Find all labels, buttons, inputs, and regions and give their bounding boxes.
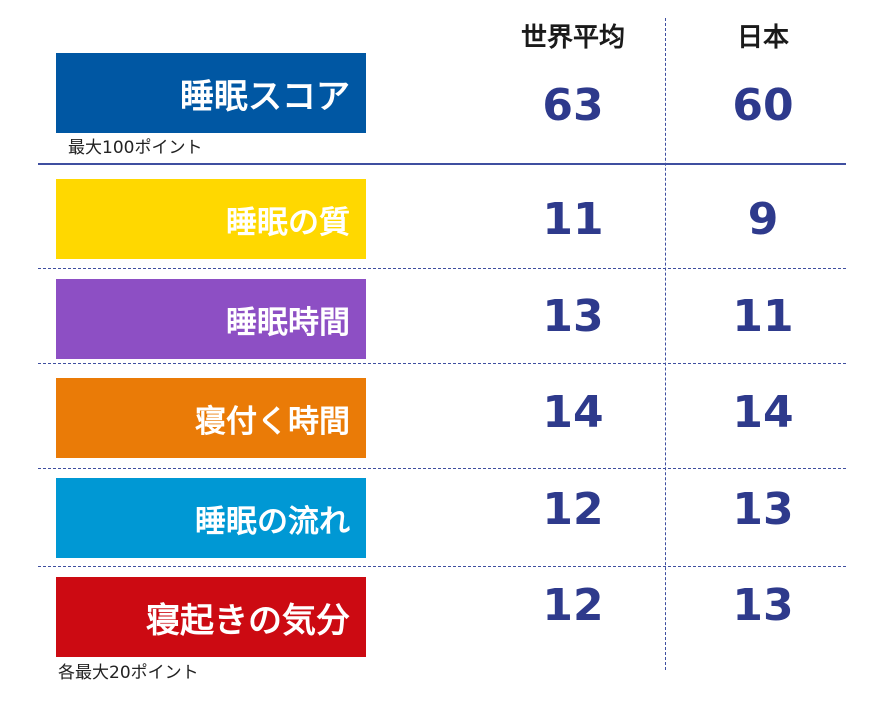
total-japan-value: 60 <box>732 80 794 131</box>
row-divider <box>38 468 846 469</box>
row-japan-value-wake-up-mood: 13 <box>732 580 794 631</box>
row-label-sleep-duration: 睡眠時間 <box>56 279 366 359</box>
row-label-sleep-flow: 睡眠の流れ <box>56 478 366 558</box>
row-world-value-wake-up-mood: 12 <box>542 580 604 631</box>
row-label-sleep-quality: 睡眠の質 <box>56 179 366 259</box>
row-world-value-sleep-flow: 12 <box>542 484 604 535</box>
row-world-value-time-to-fall-asleep: 14 <box>542 387 604 438</box>
total-score-label: 睡眠スコア <box>56 53 366 133</box>
row-japan-value-sleep-quality: 9 <box>747 194 779 245</box>
total-max-note: 最大100ポイント <box>68 138 203 158</box>
row-japan-value-time-to-fall-asleep: 14 <box>732 387 794 438</box>
total-divider <box>38 163 846 165</box>
row-divider <box>38 566 846 567</box>
row-divider <box>38 363 846 364</box>
row-japan-value-sleep-duration: 11 <box>732 291 794 342</box>
row-world-value-sleep-quality: 11 <box>542 194 604 245</box>
row-divider <box>38 268 846 269</box>
row-label-wake-up-mood: 寝起きの気分 <box>56 577 366 657</box>
row-label-time-to-fall-asleep: 寝付く時間 <box>56 378 366 458</box>
column-header-japan: 日本 <box>736 23 789 53</box>
row-world-value-sleep-duration: 13 <box>542 291 604 342</box>
total-world-value: 63 <box>542 80 604 131</box>
column-header-world-average: 世界平均 <box>520 23 625 53</box>
rows-max-note: 各最大20ポイント <box>58 663 199 683</box>
row-japan-value-sleep-flow: 13 <box>732 484 794 535</box>
column-divider <box>665 18 666 670</box>
